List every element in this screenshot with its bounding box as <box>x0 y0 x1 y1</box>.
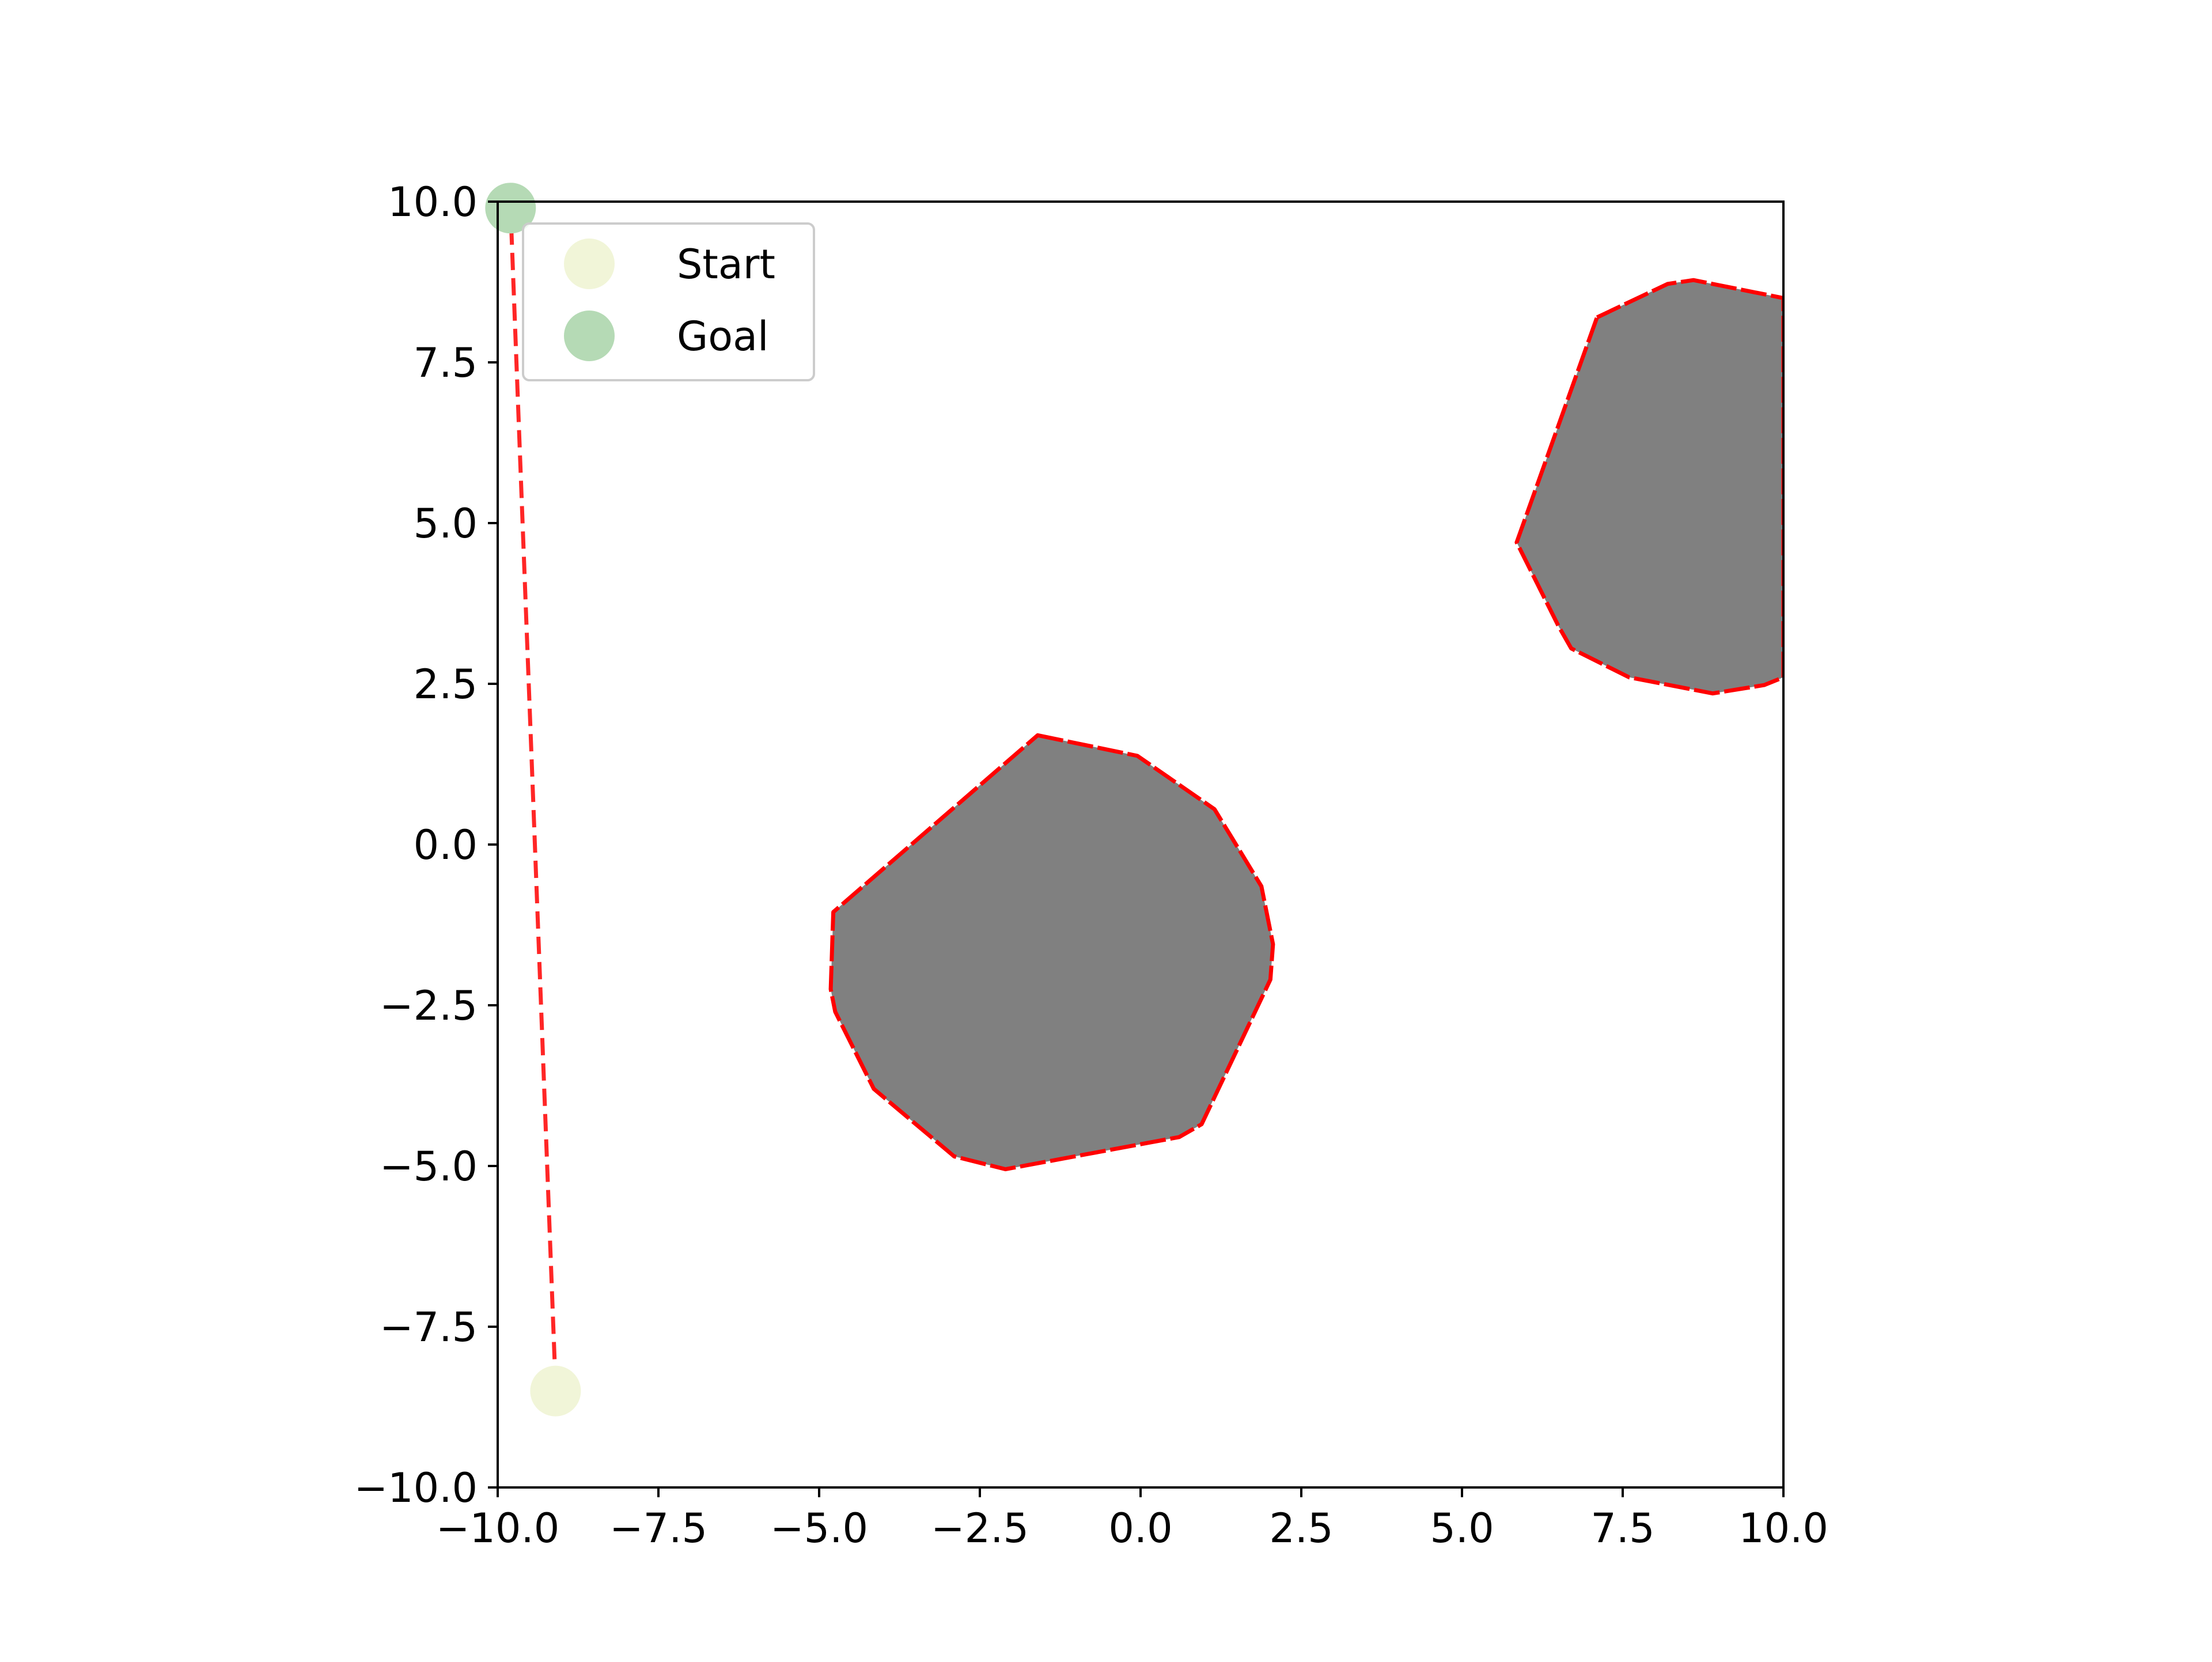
y-tick-label: 10.0 <box>388 179 478 226</box>
y-tick-label: −10.0 <box>354 1464 478 1512</box>
x-tick-label: 0.0 <box>1108 1505 1172 1552</box>
tick-layer: −10.0 −7.5 −5.0 −2.5 0.0 2.5 5.0 7.5 10.0 10.0 7.5… <box>354 179 1828 1552</box>
x-tick-label: 7.5 <box>1590 1505 1654 1552</box>
x-tick-label: −10.0 <box>436 1505 560 1552</box>
legend-label-start: Start <box>677 241 775 288</box>
legend: Start Goal <box>522 222 815 381</box>
obstacle-2 <box>1516 280 1783 694</box>
obstacle-layer <box>828 278 1783 1172</box>
x-tick-label: −7.5 <box>609 1505 707 1552</box>
x-tick-label: 2.5 <box>1269 1505 1333 1552</box>
y-tick-label: −2.5 <box>380 982 478 1029</box>
legend-marker-goal <box>564 311 615 361</box>
legend-label-goal: Goal <box>677 313 768 360</box>
x-tick-label: 10.0 <box>1738 1505 1828 1552</box>
y-tick-label: 5.0 <box>414 500 478 547</box>
y-tick-label: 0.0 <box>414 821 478 869</box>
x-tick-label: −2.5 <box>931 1505 1029 1552</box>
y-tick-label: 7.5 <box>414 339 478 387</box>
path-layer <box>508 208 558 1385</box>
legend-marker-start <box>564 238 615 289</box>
path-line <box>508 208 558 1385</box>
y-tick-label: 2.5 <box>414 661 478 708</box>
obstacle-1 <box>831 735 1273 1169</box>
start-point <box>530 1365 581 1417</box>
y-tick-label: −5.0 <box>380 1143 478 1190</box>
x-tick-label: −5.0 <box>770 1505 868 1552</box>
x-tick-label: 5.0 <box>1430 1505 1494 1552</box>
y-tick-label: −7.5 <box>380 1304 478 1351</box>
obstacle-outline-2 <box>1514 278 1783 696</box>
obstacle-outline-1 <box>828 733 1275 1172</box>
